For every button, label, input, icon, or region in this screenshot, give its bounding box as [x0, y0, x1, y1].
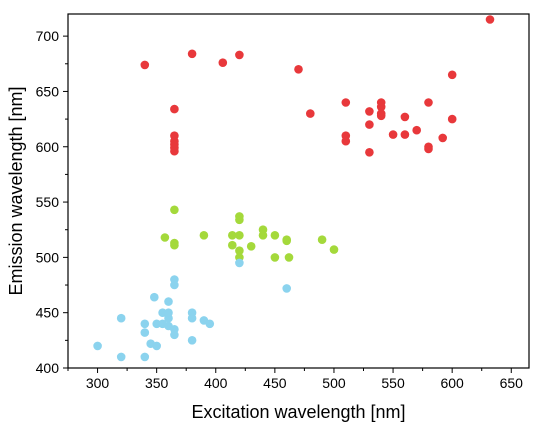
data-point	[365, 120, 374, 129]
data-point	[270, 231, 280, 240]
data-point	[218, 58, 228, 67]
data-point	[341, 98, 351, 107]
data-point	[187, 313, 197, 323]
data-point	[485, 15, 495, 24]
data-point	[164, 297, 173, 306]
data-point	[140, 352, 150, 362]
data-point	[140, 319, 150, 329]
x-tick-label: 400	[204, 375, 228, 391]
data-point	[187, 49, 197, 59]
y-tick-label: 400	[36, 360, 60, 376]
data-point	[258, 231, 268, 240]
data-point	[158, 308, 167, 318]
data-point	[170, 240, 179, 250]
y-tick-label: 550	[36, 194, 60, 210]
x-tick-label: 350	[145, 375, 169, 391]
data-point	[228, 231, 237, 240]
data-point	[93, 341, 102, 351]
data-point	[317, 235, 327, 244]
axes-layer	[67, 13, 530, 369]
data-point	[376, 111, 386, 121]
data-point	[170, 146, 179, 156]
x-tick-label: 500	[322, 375, 346, 391]
data-point	[376, 102, 386, 112]
y-tick-label: 450	[36, 305, 60, 321]
y-axis-title: Emission wavelength [nm]	[6, 86, 26, 295]
plot-frame	[67, 13, 530, 369]
data-point	[152, 341, 161, 351]
data-point	[199, 231, 209, 240]
y-tick-label: 650	[36, 83, 60, 99]
data-point	[170, 104, 179, 114]
data-point	[246, 242, 256, 251]
data-point	[365, 107, 374, 116]
y-tick-label: 600	[36, 139, 60, 155]
data-point	[235, 50, 244, 60]
data-point	[164, 313, 173, 323]
data-point	[365, 148, 374, 157]
data-point	[424, 144, 433, 154]
data-point	[306, 109, 315, 118]
y-tick-label: 500	[36, 249, 60, 265]
data-point	[235, 246, 244, 255]
x-tick-label: 650	[500, 375, 524, 391]
data-point	[140, 328, 150, 337]
x-tick-label: 300	[86, 375, 110, 391]
y-tick-label: 700	[36, 28, 60, 44]
data-point	[116, 352, 126, 362]
x-tick-label: 450	[263, 375, 287, 391]
data-point	[438, 133, 448, 143]
x-tick-label: 600	[440, 375, 464, 391]
data-point	[228, 240, 237, 250]
data-point	[150, 292, 159, 302]
x-axis-title: Excitation wavelength [nm]	[191, 402, 405, 422]
data-point	[400, 130, 410, 139]
data-point	[187, 336, 197, 345]
data-point	[424, 98, 433, 107]
data-point	[235, 231, 244, 240]
points-layer	[93, 15, 495, 362]
data-point	[341, 136, 351, 146]
y-ticks: 400 450 500 550 600 650 700	[36, 28, 68, 376]
data-point	[388, 130, 398, 139]
x-ticks: 300 350 400 450 500 550 600 650	[67, 368, 524, 391]
data-point	[235, 258, 244, 268]
data-point	[152, 319, 161, 329]
data-point	[270, 253, 280, 262]
data-point	[284, 253, 294, 262]
data-point	[447, 70, 457, 80]
x-tick-label: 550	[381, 375, 405, 391]
data-point	[116, 313, 126, 323]
data-point	[160, 233, 170, 242]
data-point	[282, 284, 292, 293]
data-point	[400, 112, 410, 122]
data-point	[235, 215, 244, 225]
data-point	[447, 114, 457, 124]
data-point	[170, 280, 179, 290]
data-point	[170, 330, 179, 340]
data-point	[205, 319, 215, 329]
data-point	[294, 65, 303, 74]
data-point	[412, 125, 422, 135]
data-point	[140, 60, 150, 70]
data-point	[170, 205, 179, 215]
data-point	[329, 245, 339, 254]
data-point	[282, 236, 292, 246]
